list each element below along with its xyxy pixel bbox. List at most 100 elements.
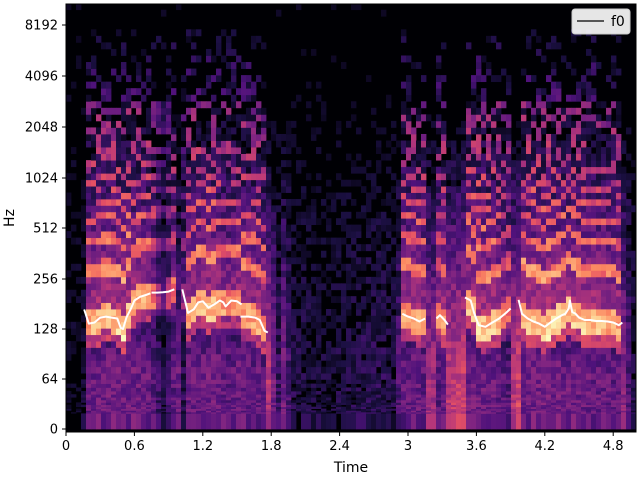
spectrogram-cell [296,283,302,291]
spectrogram-cell [271,328,277,336]
spectrogram-cell [106,413,112,430]
spectrogram-cell [256,366,262,374]
spectrogram-cell [96,224,102,232]
spectrogram-cell [91,394,97,398]
spectrogram-cell [86,411,92,414]
spectrogram-cell [496,321,502,329]
spectrogram-cell [436,218,442,226]
spectrogram-cell [206,127,212,135]
spectrogram-cell [521,399,527,403]
spectrogram-cell [511,411,517,414]
spectrogram-cell [221,237,227,245]
spectrogram-cell [476,308,482,316]
spectrogram-cell [416,341,422,348]
spectrogram-cell [496,270,502,278]
spectrogram-cell [451,263,457,271]
spectrogram-cell [496,406,502,409]
spectrogram-cell [546,101,552,109]
spectrogram-cell [181,296,187,303]
spectrogram-cell [326,179,332,187]
spectrogram-cell [106,366,112,374]
spectrogram-cell [456,387,462,392]
spectrogram-cell [396,186,402,193]
spectrogram-cell [556,402,562,406]
spectrogram-cell [486,186,492,193]
spectrogram-cell [386,387,392,392]
spectrogram-cell [341,411,347,414]
spectrogram-cell [166,347,172,355]
spectrogram-cell [296,360,302,368]
spectrogram-cell [361,406,367,409]
spectrogram-cell [326,263,332,271]
spectrogram-cell [471,296,477,303]
spectrogram-cell [241,296,247,303]
spectrogram-cell [536,289,542,297]
spectrogram-cell [501,205,507,213]
spectrogram-cell [521,147,527,154]
spectrogram-cell [111,153,117,161]
spectrogram-cell [231,140,237,148]
spectrogram-cell [316,263,322,271]
spectrogram-cell [471,334,477,342]
spectrogram-cell [121,231,127,239]
spectrogram-cell [536,399,542,403]
spectrogram-cell [106,347,112,355]
spectrogram-cell [466,379,472,384]
spectrogram-cell [141,192,147,200]
spectrogram-cell [176,411,182,414]
spectrogram-cell [201,410,207,413]
spectrogram-cell [236,211,242,219]
spectrogram-cell [381,399,387,403]
spectrogram-cell [286,399,292,403]
spectrogram-cell [91,250,97,258]
spectrogram-cell [516,237,522,245]
spectrogram-cell [561,334,567,342]
spectrogram-cell [226,257,232,265]
spectrogram-cell [141,399,147,403]
spectrogram-cell [201,399,207,403]
spectrogram-cell [166,231,172,239]
spectrogram-cell [346,366,352,374]
spectrogram-cell [396,328,402,336]
spectrogram-cell [211,160,217,168]
spectrogram-cell [166,270,172,278]
spectrogram-cell [281,302,287,310]
spectrogram-cell [81,192,87,200]
spectrogram-cell [441,360,447,368]
spectrogram-cell [251,373,257,380]
spectrogram-cell [226,308,232,316]
spectrogram-cell [476,68,482,76]
spectrogram-cell [416,383,422,388]
spectrogram-cell [206,394,212,398]
spectrogram-cell [91,411,97,414]
spectrogram-cell [276,315,282,323]
spectrogram-cell [206,205,212,213]
spectrogram-cell [271,402,277,406]
spectrogram-cell [141,283,147,291]
spectrogram-cell [411,224,417,232]
spectrogram-cell [476,55,482,63]
spectrogram-cell [551,94,557,102]
spectrogram-cell [66,289,72,297]
spectrogram-cell [111,408,117,411]
spectrogram-cell [91,160,97,168]
spectrogram-cell [111,390,117,395]
spectrogram-cell [121,390,127,395]
spectrogram-cell [81,399,87,403]
spectrogram-cell [131,55,137,63]
spectrogram-cell [471,341,477,348]
spectrogram-cell [546,379,552,384]
spectrogram-cell [86,334,92,342]
spectrogram-cell [511,308,517,316]
spectrogram-cell [366,366,372,374]
spectrogram-cell [191,394,197,398]
spectrogram-cell [316,308,322,316]
spectrogram-cell [561,390,567,395]
spectrogram-cell [271,379,277,384]
spectrogram-cell [86,198,92,206]
spectrogram-cell [321,397,327,401]
spectrogram-cell [481,353,487,361]
spectrogram-cell [126,366,132,374]
spectrogram-cell [411,218,417,226]
spectrogram-cell [246,133,252,141]
